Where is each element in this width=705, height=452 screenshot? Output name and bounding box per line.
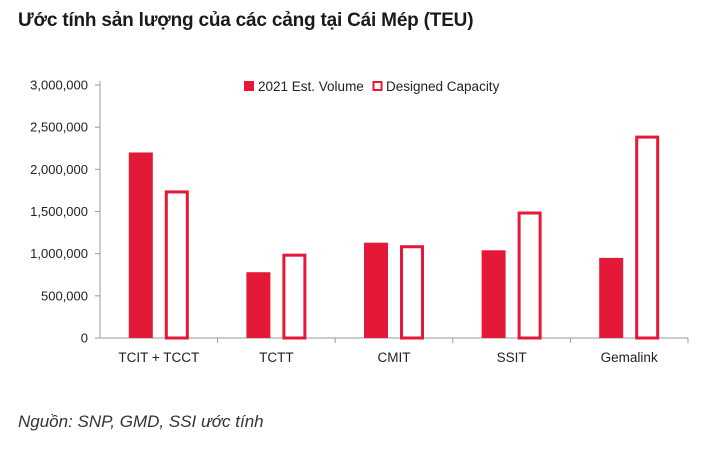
bar-volume bbox=[364, 242, 388, 338]
legend-label-capacity: Designed Capacity bbox=[386, 79, 500, 94]
bar-volume bbox=[246, 272, 271, 338]
x-tick-label: TCTT bbox=[259, 350, 294, 365]
y-tick-label: 0 bbox=[81, 331, 88, 346]
y-tick-label: 2,000,000 bbox=[30, 162, 88, 177]
bar-capacity bbox=[400, 245, 424, 340]
legend-swatch-volume bbox=[244, 81, 254, 91]
x-tick-label: TCIT + TCCT bbox=[118, 350, 199, 365]
y-tick-label: 1,500,000 bbox=[30, 204, 88, 219]
y-tick-label: 500,000 bbox=[41, 288, 88, 303]
chart-title: Ước tính sản lượng của các cảng tại Cái … bbox=[18, 10, 474, 31]
bar-volume bbox=[128, 152, 153, 338]
bar-capacity bbox=[517, 211, 542, 340]
bar-capacity bbox=[635, 135, 660, 340]
y-tick-label: 1,000,000 bbox=[30, 246, 88, 261]
source-note: Nguồn: SNP, GMD, SSI ước tính bbox=[18, 412, 264, 431]
legend-swatch-capacity bbox=[372, 81, 383, 91]
bar-volume bbox=[481, 250, 506, 338]
y-tick-label: 3,000,000 bbox=[30, 78, 88, 93]
x-tick-label: Gemalink bbox=[601, 350, 658, 365]
x-tick-label: CMIT bbox=[378, 350, 411, 365]
bar-capacity bbox=[164, 190, 189, 340]
legend-label-volume: 2021 Est. Volume bbox=[258, 79, 364, 94]
bar-capacity bbox=[282, 253, 307, 340]
x-tick-label: SSIT bbox=[497, 350, 527, 365]
bar-volume bbox=[599, 257, 624, 338]
y-tick-label: 2,500,000 bbox=[30, 120, 88, 135]
